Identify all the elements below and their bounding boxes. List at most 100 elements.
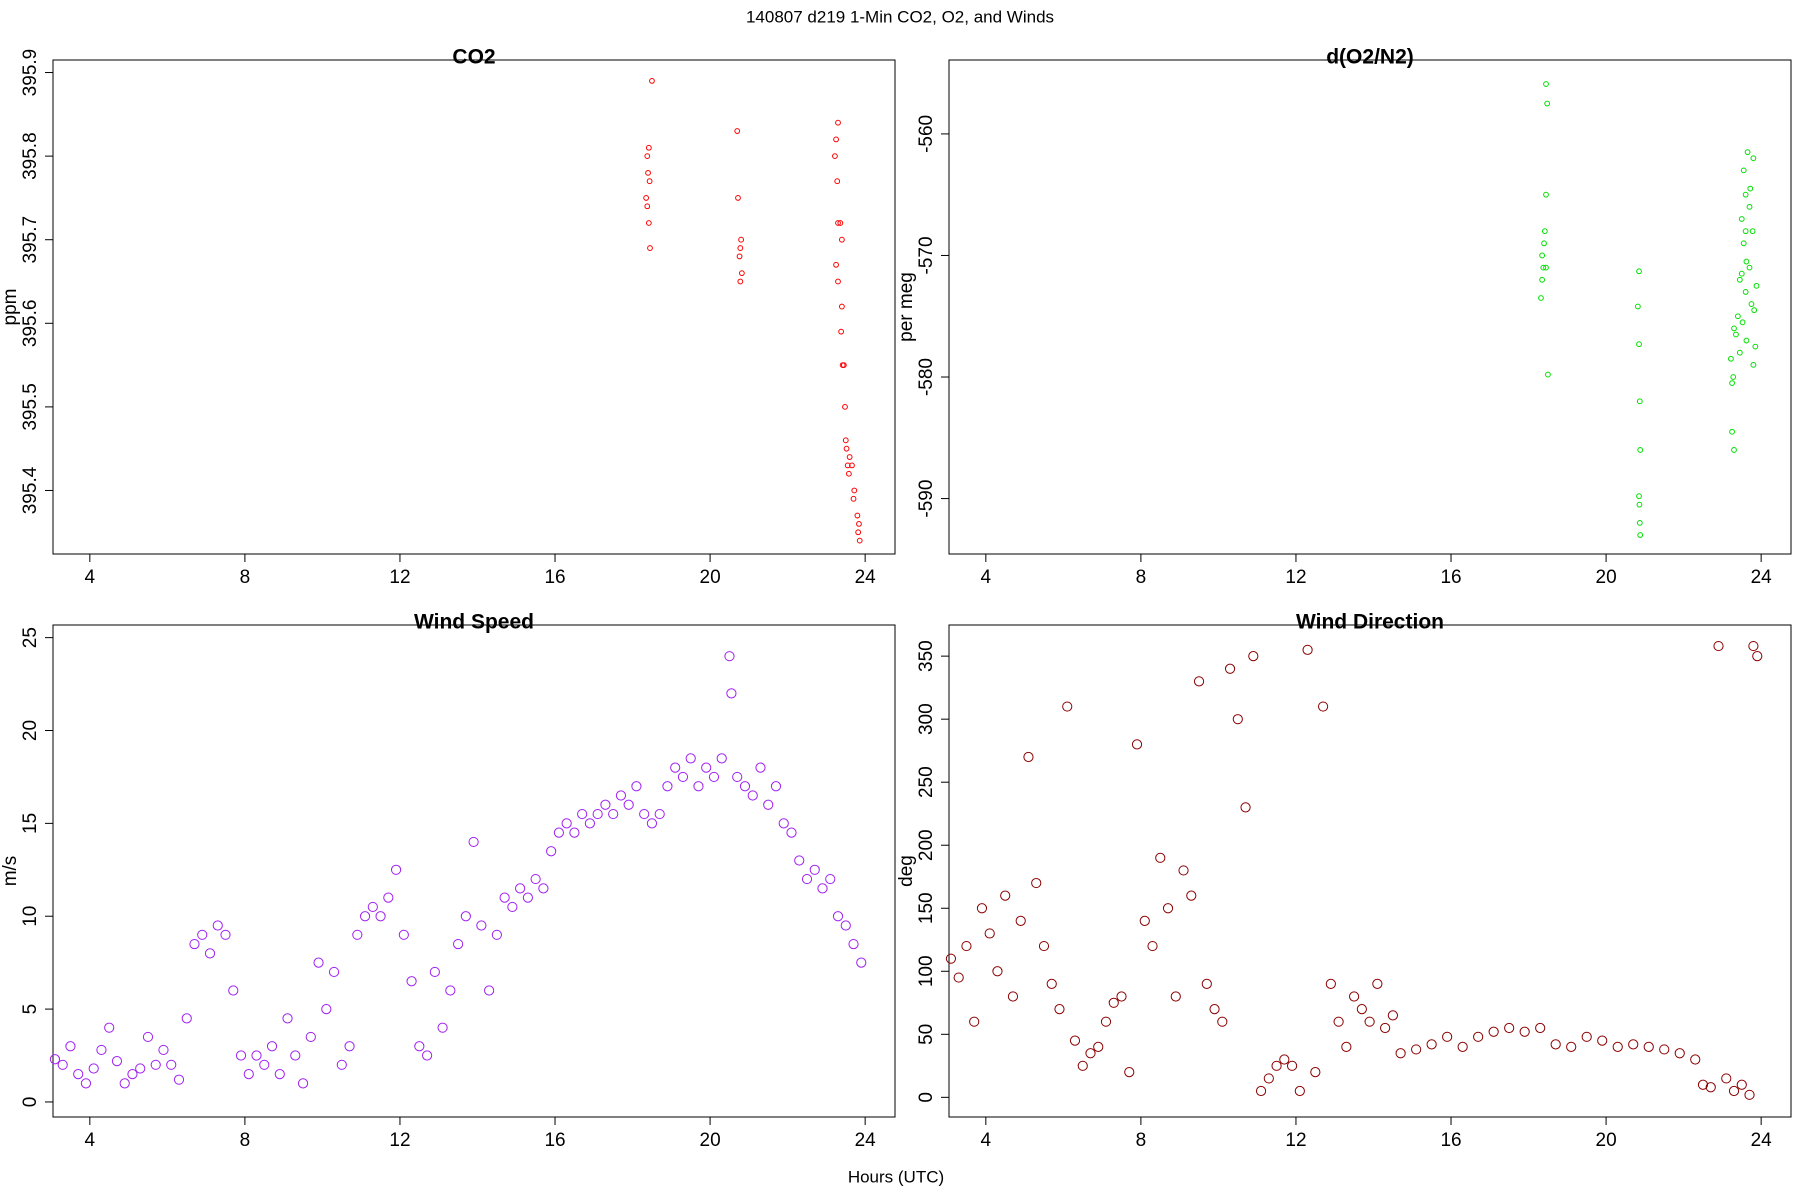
point <box>737 278 744 285</box>
point <box>643 195 650 201</box>
point <box>662 781 673 792</box>
point <box>1240 802 1251 813</box>
point <box>832 911 844 922</box>
point <box>1540 264 1547 271</box>
point <box>1636 501 1643 508</box>
point <box>251 1050 262 1061</box>
point <box>1705 1082 1716 1093</box>
x-tick-label: 8 <box>240 567 251 588</box>
point <box>835 278 841 285</box>
y-tick-label: 5 <box>20 1004 41 1015</box>
point <box>734 128 741 134</box>
point <box>297 1078 309 1089</box>
y-tick-label: 395.5 <box>20 383 41 431</box>
point <box>1751 307 1758 314</box>
point <box>1636 268 1642 275</box>
point <box>57 1059 68 1070</box>
point <box>1739 319 1746 326</box>
point <box>1742 191 1749 198</box>
point <box>649 77 655 84</box>
point <box>359 911 371 922</box>
point <box>1543 81 1549 87</box>
point <box>600 799 611 810</box>
point <box>1364 1016 1375 1027</box>
x-tick-label: 16 <box>544 567 565 588</box>
y-tick-label: 10 <box>20 906 41 927</box>
x-tick-label: 4 <box>85 567 96 588</box>
point <box>96 1044 107 1056</box>
point <box>763 799 774 810</box>
point <box>1325 978 1336 989</box>
point <box>1566 1041 1577 1053</box>
point <box>1031 877 1042 889</box>
panel-title: d(O2/N2) <box>1326 46 1414 69</box>
x-tick-label: 20 <box>700 1130 721 1151</box>
plot-frame <box>52 624 896 1118</box>
point <box>838 328 845 335</box>
point <box>484 985 495 996</box>
point <box>1729 380 1735 386</box>
point <box>1054 1003 1065 1015</box>
point <box>1411 1044 1422 1055</box>
point <box>88 1063 99 1074</box>
point <box>1271 1060 1282 1071</box>
x-tick-label: 20 <box>700 567 721 588</box>
point <box>266 1041 278 1052</box>
point <box>736 253 743 260</box>
point <box>647 245 653 251</box>
point <box>1636 519 1643 526</box>
point <box>1124 1067 1135 1078</box>
point <box>1255 1085 1267 1097</box>
y-tick-label: 50 <box>916 1024 937 1045</box>
point <box>851 487 858 494</box>
point <box>1748 301 1755 307</box>
point <box>735 195 741 201</box>
point <box>1636 398 1643 405</box>
point <box>569 827 580 838</box>
point <box>73 1068 84 1080</box>
point <box>645 220 652 226</box>
point <box>1131 739 1143 750</box>
point <box>834 178 841 185</box>
point <box>375 911 386 922</box>
point <box>961 940 972 952</box>
point <box>546 846 557 857</box>
point <box>406 976 417 987</box>
point <box>1209 1003 1220 1015</box>
point <box>646 818 658 829</box>
point <box>127 1068 138 1080</box>
point <box>476 920 487 931</box>
point <box>623 799 634 810</box>
y-tick-label: 395.7 <box>20 216 41 264</box>
point <box>732 771 743 783</box>
point <box>969 1016 980 1027</box>
point <box>352 929 363 940</box>
point <box>158 1044 169 1056</box>
point <box>1108 997 1119 1008</box>
point <box>855 529 862 536</box>
point <box>724 651 735 662</box>
point <box>1093 1041 1104 1053</box>
point <box>1636 493 1642 500</box>
x-tick-label: 12 <box>389 1130 410 1151</box>
plot-frame <box>948 59 1792 555</box>
y-axis-label: ppm <box>0 289 21 326</box>
point <box>1634 303 1641 310</box>
point <box>1539 276 1546 283</box>
point <box>646 178 653 185</box>
point <box>856 537 863 544</box>
point <box>645 169 651 176</box>
y-tick-label: -580 <box>916 358 937 396</box>
point <box>1100 1016 1112 1027</box>
point <box>708 771 720 783</box>
point <box>313 957 324 968</box>
x-tick-label: 4 <box>85 1130 96 1151</box>
point <box>584 818 596 829</box>
y-axis-label: deg <box>896 855 917 887</box>
point <box>833 136 839 143</box>
point <box>850 495 857 502</box>
point <box>825 873 836 885</box>
point <box>1279 1054 1290 1065</box>
point <box>119 1078 130 1089</box>
